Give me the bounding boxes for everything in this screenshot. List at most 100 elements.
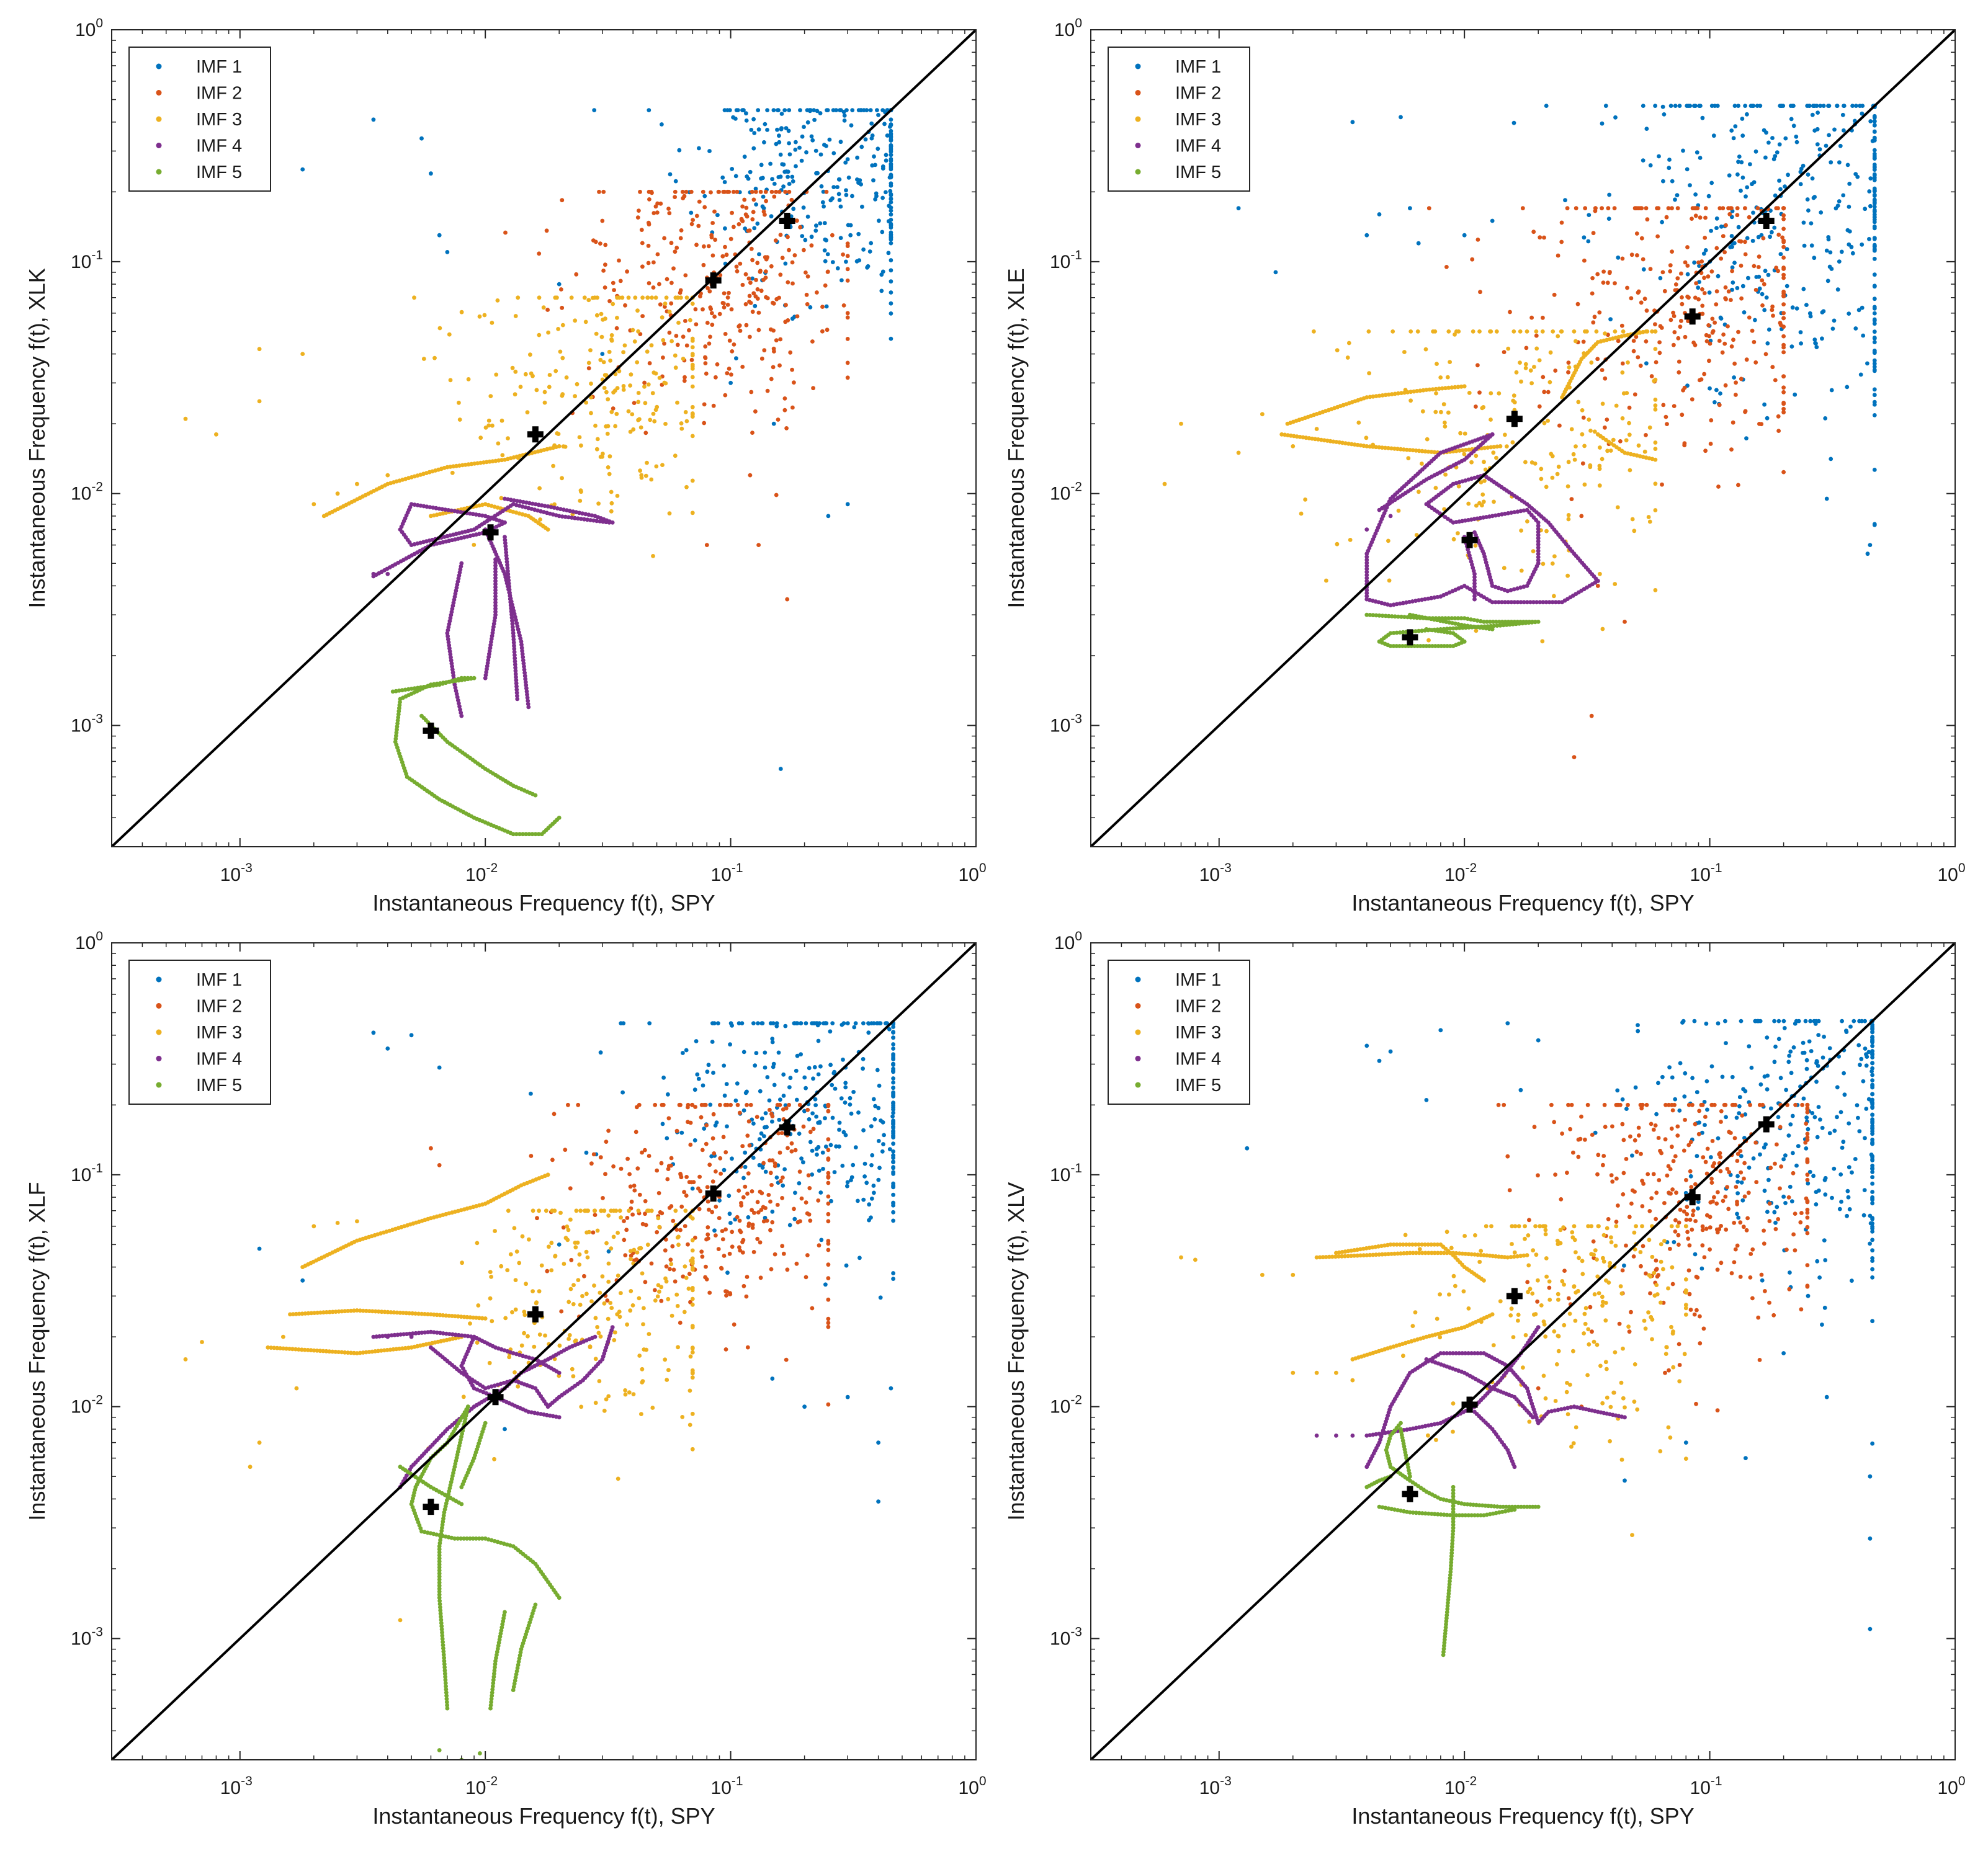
- data-point: [838, 108, 843, 113]
- trajectory-point: [367, 1309, 372, 1314]
- data-point: [748, 1102, 753, 1107]
- data-point: [1707, 359, 1711, 364]
- data-point: [639, 1412, 643, 1417]
- data-point: [1462, 233, 1467, 238]
- trajectory-point: [1520, 621, 1525, 626]
- trajectory-point: [1526, 620, 1531, 625]
- data-point: [537, 1208, 541, 1213]
- data-point: [1534, 329, 1539, 334]
- data-point: [845, 267, 850, 272]
- data-point: [711, 1112, 716, 1117]
- data-point: [1809, 243, 1814, 248]
- trajectory-point: [1402, 390, 1407, 395]
- data-point: [826, 1202, 831, 1206]
- data-point: [679, 421, 684, 426]
- trajectory-point: [511, 634, 516, 639]
- data-point: [753, 409, 758, 414]
- data-point: [811, 386, 815, 391]
- data-point: [437, 1065, 442, 1070]
- data-point: [573, 318, 578, 323]
- trajectory-point: [1394, 644, 1399, 648]
- data-point: [640, 1367, 645, 1372]
- trajectory-point: [403, 687, 408, 692]
- data-point: [1565, 573, 1570, 578]
- data-point: [1566, 360, 1571, 365]
- data-point: [1735, 206, 1740, 211]
- data-point: [619, 1166, 624, 1171]
- data-point: [890, 1114, 895, 1119]
- data-point: [804, 270, 808, 275]
- data-point: [722, 1254, 727, 1258]
- data-point: [754, 1115, 759, 1119]
- data-point: [595, 437, 600, 442]
- data-point: [1665, 422, 1669, 426]
- data-point: [1827, 133, 1832, 138]
- data-point: [705, 1232, 710, 1237]
- trajectory-point: [407, 1311, 412, 1316]
- data-point: [681, 357, 686, 361]
- data-point: [1542, 390, 1547, 395]
- trajectory-point: [1408, 390, 1413, 395]
- data-point: [842, 118, 847, 123]
- trajectory-point: [423, 1312, 427, 1316]
- legend-label-imf-3: IMF 3: [196, 110, 242, 130]
- data-point: [606, 397, 611, 402]
- trajectory-point: [1426, 449, 1431, 454]
- data-point: [1474, 628, 1479, 633]
- data-point: [764, 1125, 769, 1130]
- trajectory-point: [594, 519, 599, 524]
- data-point: [1664, 215, 1669, 220]
- data-point: [1739, 160, 1744, 164]
- data-point: [887, 1027, 892, 1032]
- data-point: [1542, 421, 1547, 426]
- data-point: [690, 511, 695, 515]
- trajectory-point: [1433, 386, 1438, 391]
- data-point: [774, 141, 779, 146]
- trajectory-point: [511, 640, 516, 645]
- data-point: [1850, 104, 1855, 109]
- data-point: [1462, 431, 1467, 436]
- data-point: [1673, 197, 1677, 202]
- data-point: [690, 301, 695, 306]
- data-point: [674, 246, 679, 250]
- data-point: [461, 1394, 466, 1399]
- trajectory-point: [1424, 627, 1429, 631]
- data-point: [826, 1316, 831, 1321]
- data-point: [1872, 311, 1877, 316]
- data-point: [598, 1334, 603, 1339]
- data-point: [738, 1228, 742, 1233]
- data-point: [891, 1192, 895, 1197]
- data-point: [873, 1104, 877, 1108]
- data-point: [660, 315, 665, 320]
- trajectory-point: [330, 1309, 335, 1314]
- data-point: [1661, 179, 1665, 184]
- trajectory-point: [1380, 613, 1385, 618]
- data-point: [1700, 303, 1705, 308]
- data-point: [666, 1167, 671, 1171]
- data-point: [1761, 236, 1766, 241]
- data-point: [659, 1285, 664, 1290]
- data-point: [664, 1264, 669, 1269]
- data-point: [545, 1269, 550, 1273]
- data-point: [889, 290, 893, 295]
- data-point: [862, 1161, 867, 1166]
- data-point: [1471, 329, 1475, 334]
- trajectory-point: [1386, 446, 1390, 450]
- data-point: [621, 350, 625, 355]
- legend-marker-imf-1: [156, 63, 162, 69]
- trajectory-point: [1423, 449, 1428, 454]
- data-point: [650, 190, 654, 195]
- data-point: [831, 108, 836, 113]
- data-point: [1587, 213, 1592, 217]
- data-point: [447, 332, 452, 337]
- data-point: [1714, 216, 1719, 221]
- trajectory-point: [308, 1348, 313, 1353]
- data-point: [788, 350, 793, 355]
- data-point: [1778, 252, 1783, 257]
- data-point: [1737, 154, 1742, 159]
- data-point: [659, 1298, 664, 1303]
- data-point: [843, 1081, 848, 1086]
- data-point: [1579, 514, 1584, 519]
- trajectory-point: [1536, 533, 1541, 537]
- data-point: [705, 1185, 710, 1190]
